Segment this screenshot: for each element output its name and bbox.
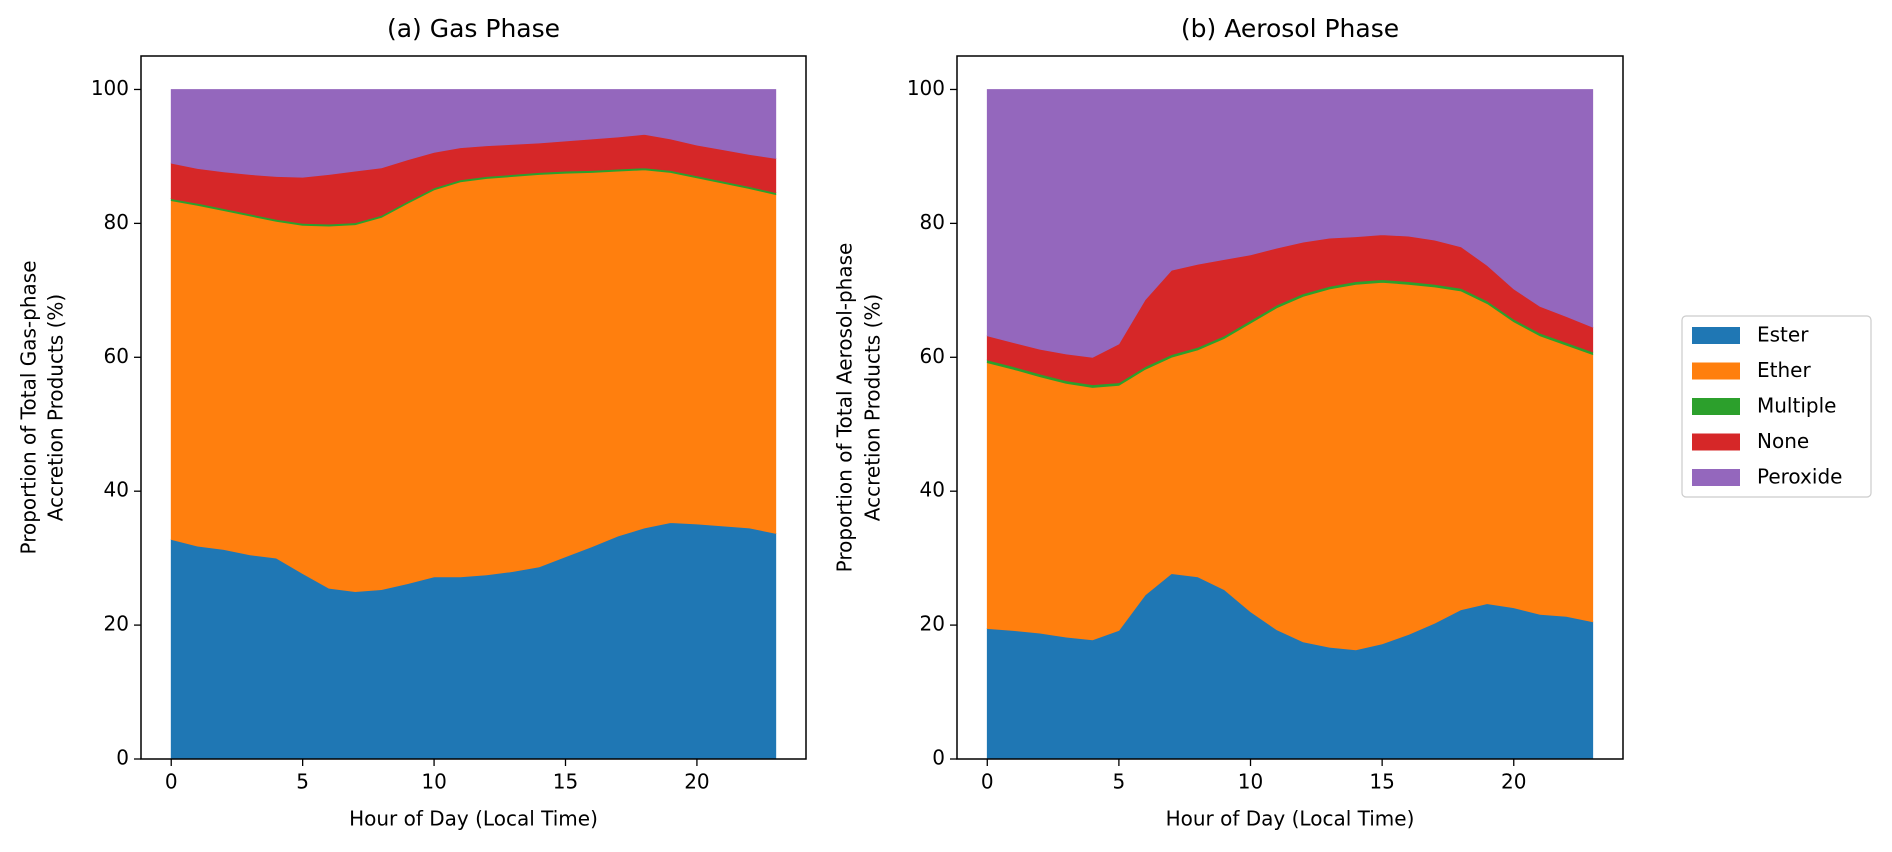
y-tick-label: 100	[907, 76, 945, 100]
y-tick-label: 20	[920, 612, 945, 636]
plot-frame	[140, 55, 807, 760]
legend-swatch	[1692, 327, 1740, 344]
y-tick-label: 60	[104, 344, 129, 368]
y-axis-label: Accretion Products (%)	[861, 294, 885, 521]
x-tick-label: 5	[296, 770, 309, 794]
plot-frame	[956, 55, 1624, 760]
y-tick-label: 40	[920, 478, 945, 502]
x-tick-label: 15	[1369, 770, 1394, 794]
y-tick-label: 40	[104, 478, 129, 502]
legend-label: None	[1757, 429, 1809, 453]
legend-label: Ether	[1757, 358, 1811, 382]
legend-label: Peroxide	[1757, 465, 1842, 489]
legend-label: Multiple	[1757, 394, 1836, 418]
x-tick-label: 10	[421, 770, 446, 794]
chart-title: (a) Gas Phase	[387, 14, 560, 43]
y-tick-label: 20	[104, 612, 129, 636]
y-tick-label: 0	[932, 746, 945, 770]
y-axis-label: Accretion Products (%)	[44, 294, 68, 521]
y-tick-label: 0	[116, 746, 129, 770]
legend-box	[1681, 315, 1872, 498]
x-tick-label: 10	[1238, 770, 1263, 794]
legend-swatch	[1692, 469, 1740, 486]
area	[170, 89, 777, 178]
x-axis-label: Hour of Day (Local Time)	[349, 807, 598, 831]
y-axis-label: Proportion of Total Aerosol-phase	[833, 243, 857, 573]
legend-label: Ester	[1757, 323, 1809, 347]
x-tick-label: 15	[553, 770, 578, 794]
x-tick-label: 5	[1113, 770, 1126, 794]
x-tick-label: 0	[981, 770, 994, 794]
chart-title: (b) Aerosol Phase	[1181, 14, 1399, 43]
y-tick-label: 60	[920, 344, 945, 368]
x-axis-label: Hour of Day (Local Time)	[1166, 807, 1415, 831]
area	[986, 89, 1594, 358]
x-tick-label: 20	[1501, 770, 1526, 794]
legend-swatch	[1692, 433, 1740, 451]
y-tick-label: 80	[104, 210, 129, 234]
y-tick-label: 100	[91, 76, 129, 100]
x-tick-label: 20	[684, 770, 709, 794]
y-tick-label: 80	[920, 210, 945, 234]
legend-swatch	[1692, 362, 1740, 380]
legend-swatch	[1692, 398, 1740, 415]
x-tick-label: 0	[165, 770, 178, 794]
y-axis-label: Proportion of Total Gas-phase	[17, 261, 41, 555]
